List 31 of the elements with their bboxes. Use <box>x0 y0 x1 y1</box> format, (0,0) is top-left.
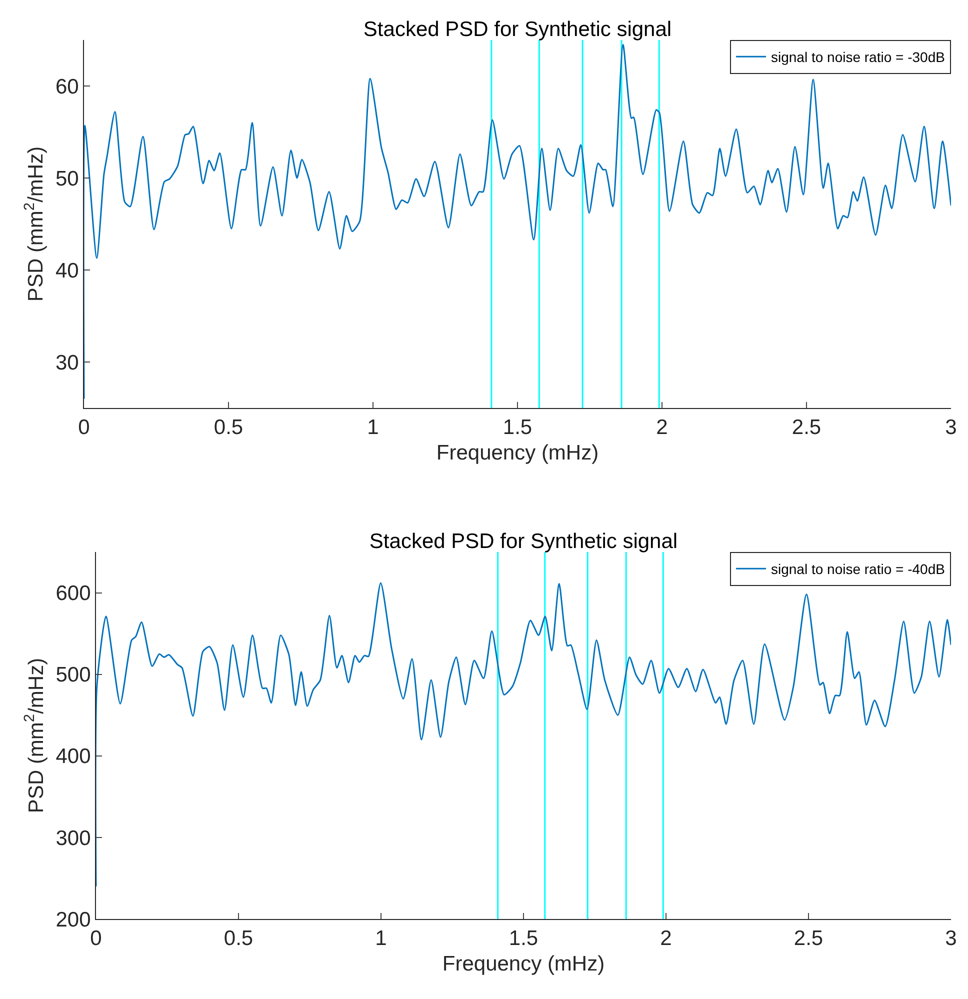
y-tick-label: 600 <box>56 582 91 606</box>
x-tick-label: 1.5 <box>508 927 538 950</box>
y-tick-label: 500 <box>56 664 91 687</box>
line-series <box>96 582 951 888</box>
y-tick-label: 200 <box>56 908 91 932</box>
chart-title: Stacked PSD for Synthetic signal <box>369 530 678 553</box>
x-tick-label: 0 <box>90 927 102 950</box>
line-series <box>84 44 951 400</box>
y-tick-label: 30 <box>55 351 79 374</box>
y-tick-label: 400 <box>56 745 91 768</box>
y-tick-label: 60 <box>55 75 79 98</box>
x-tick-label: 1 <box>375 927 387 950</box>
y-tick-label: 40 <box>55 259 79 282</box>
x-tick-label: 2 <box>660 927 672 950</box>
x-tick-label: 3 <box>945 416 957 440</box>
x-axis-title: Frequency (mHz) <box>436 441 599 464</box>
x-tick-label: 2.5 <box>794 927 824 950</box>
x-tick-label: 0.5 <box>224 927 254 950</box>
chart-title: Stacked PSD for Synthetic signal <box>363 18 672 41</box>
x-tick-label: 2.5 <box>792 416 822 440</box>
y-tick-label: 300 <box>56 826 91 850</box>
x-axis-title: Frequency (mHz) <box>442 952 605 976</box>
x-tick-label: 3 <box>945 927 957 950</box>
y-tick-label: 50 <box>55 167 79 190</box>
x-tick-label: 1.5 <box>502 416 532 440</box>
x-tick-label: 2 <box>656 416 668 440</box>
x-tick-label: 1 <box>367 416 379 440</box>
legend-label: signal to noise ratio = -40dB <box>771 561 945 578</box>
x-tick-label: 0 <box>78 416 90 440</box>
x-tick-label: 0.5 <box>214 416 244 440</box>
legend-label: signal to noise ratio = -30dB <box>771 49 945 66</box>
